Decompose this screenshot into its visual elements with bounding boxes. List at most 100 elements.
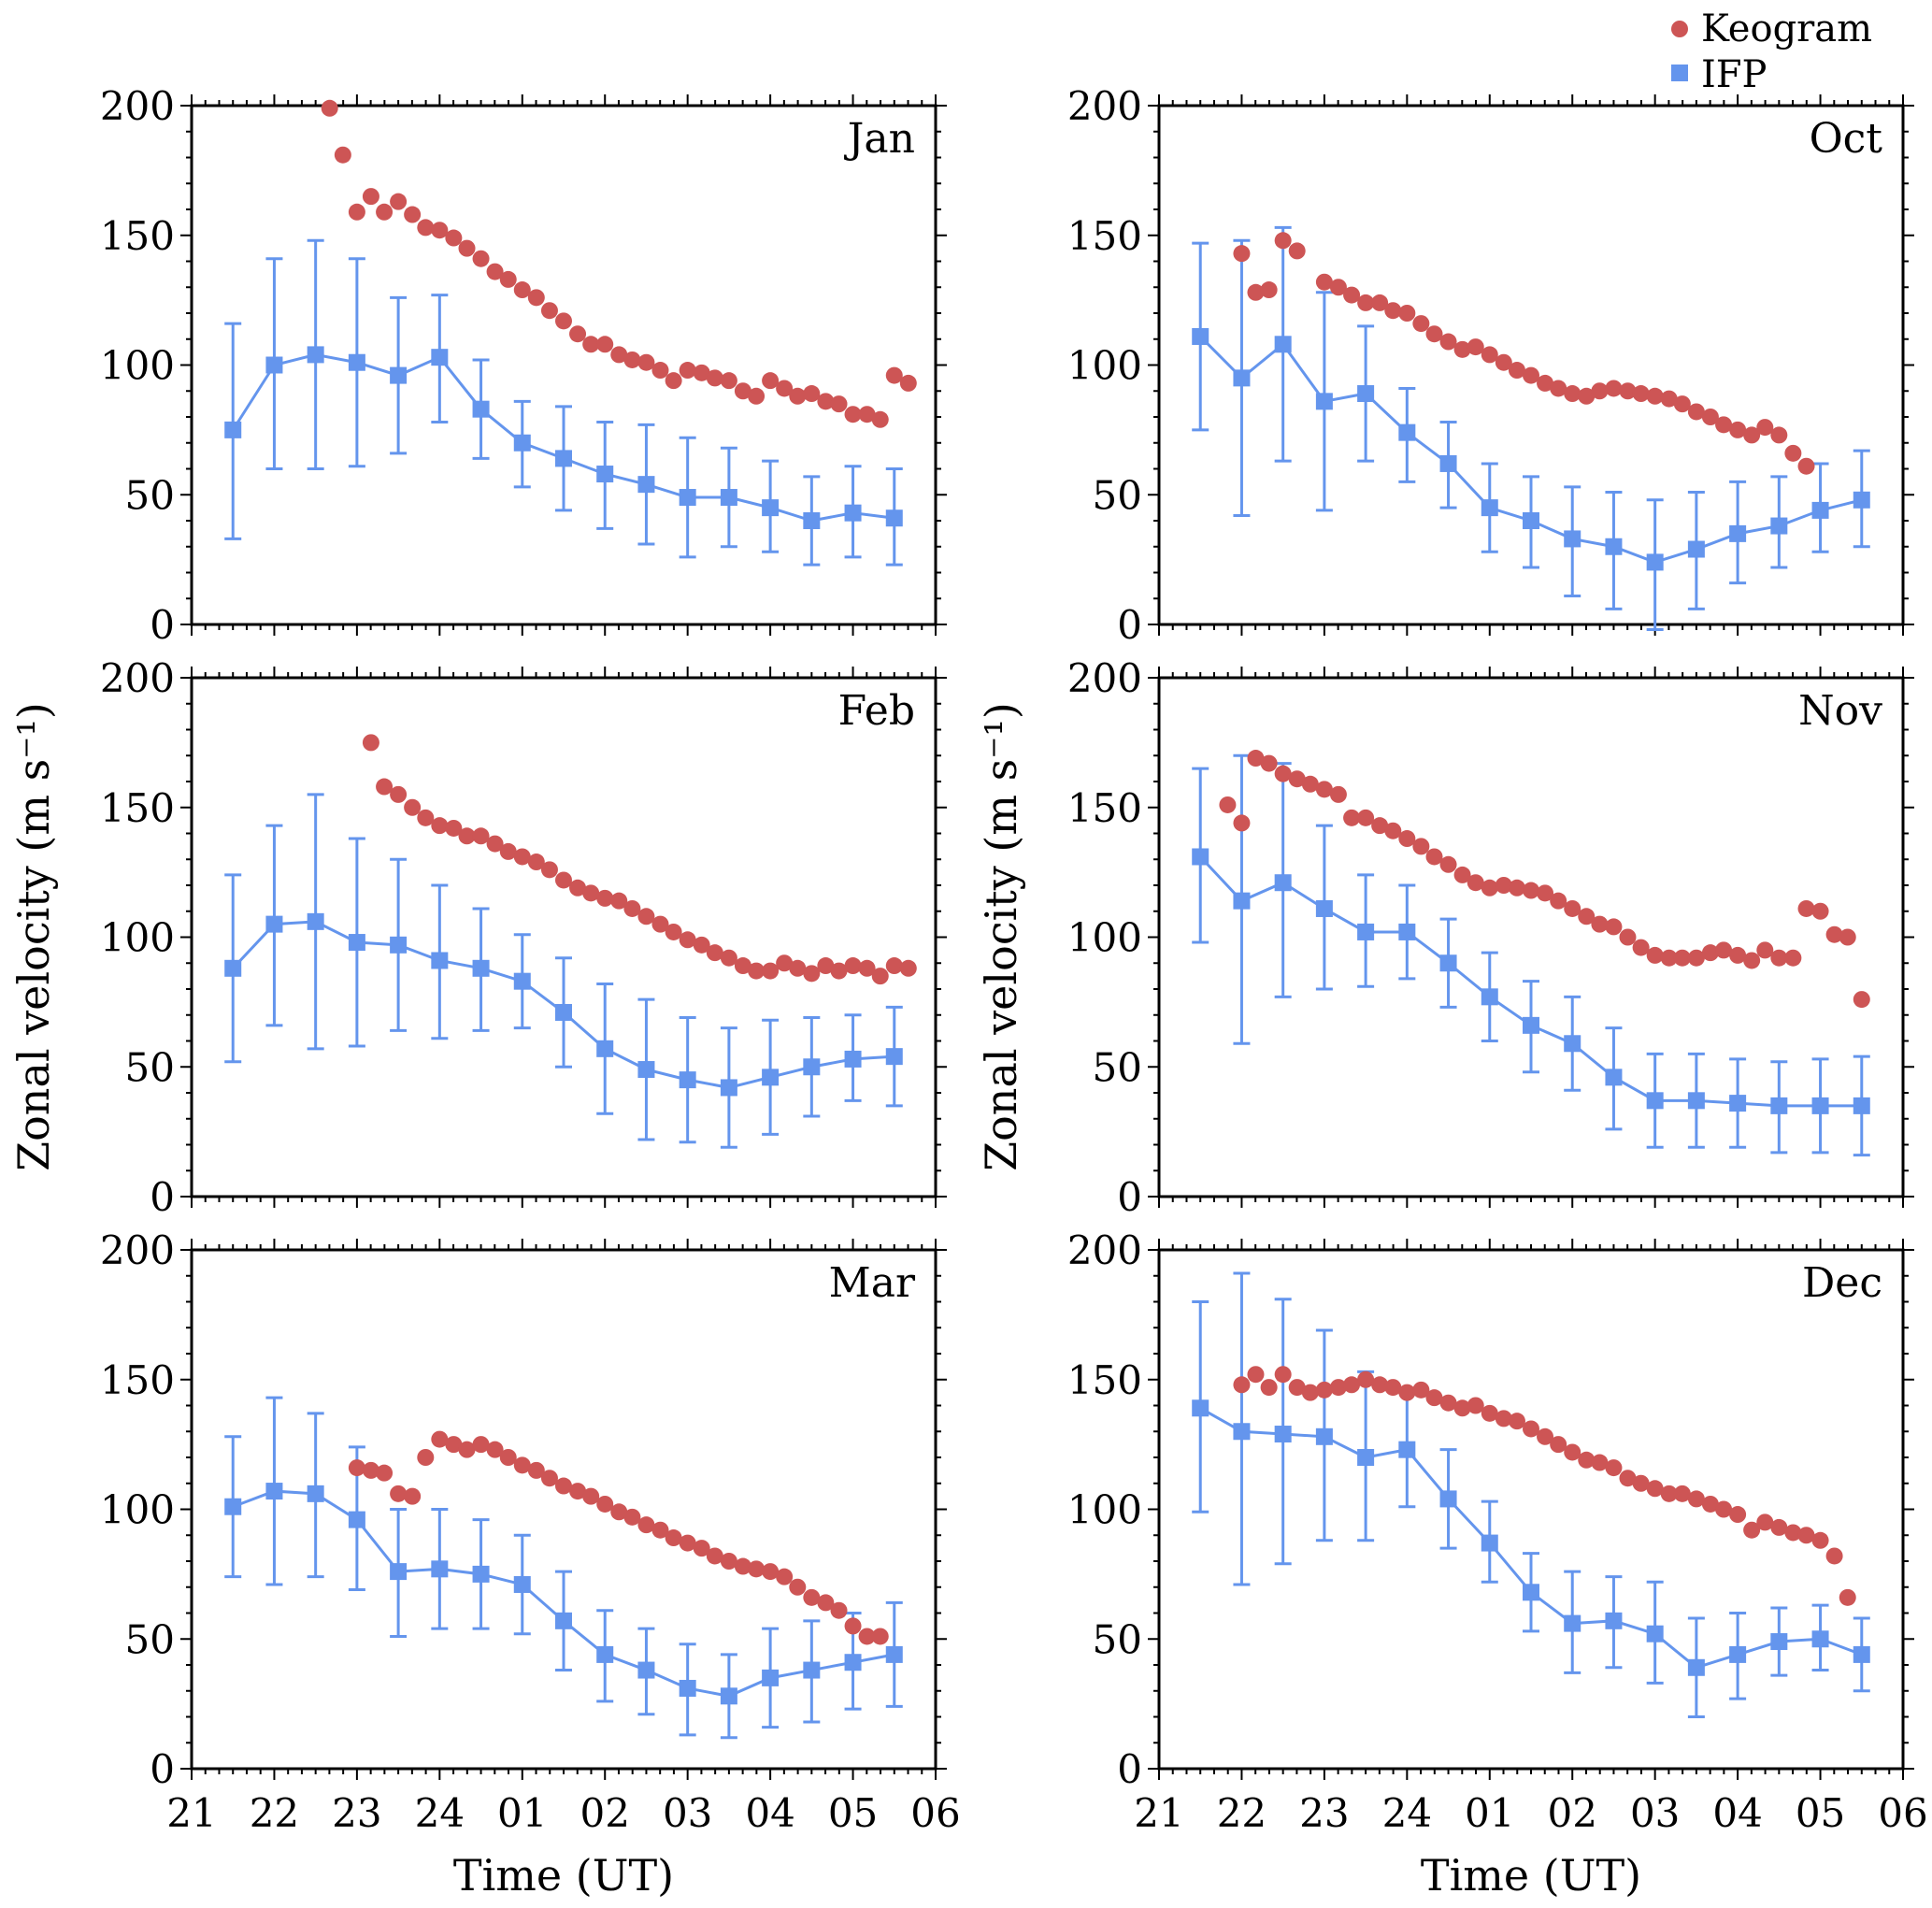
keogram-point [1550, 380, 1567, 397]
ifp-point [472, 959, 490, 977]
keogram-point [734, 1557, 751, 1575]
keogram-point [1453, 340, 1471, 358]
keogram-point [817, 957, 835, 975]
x-tick-label: 02 [580, 1790, 629, 1836]
keogram-point [1247, 1366, 1265, 1384]
legend-label-ifp: IFP [1701, 53, 1767, 96]
keogram-point [610, 346, 628, 364]
keogram-point [1743, 952, 1761, 969]
keogram-point [1508, 362, 1525, 380]
ifp-point [1523, 512, 1539, 529]
keogram-point [858, 406, 876, 423]
ifp-point [637, 1061, 655, 1079]
keogram-point [1784, 949, 1802, 967]
keogram-point [637, 353, 655, 371]
keogram-point [362, 1461, 379, 1479]
x-tick-label: 05 [1796, 1790, 1845, 1836]
keogram-point [1715, 416, 1733, 434]
ifp-point [1853, 1645, 1870, 1663]
ifp-point [1315, 1427, 1333, 1445]
keogram-point [1660, 390, 1678, 408]
keogram-point [623, 351, 641, 368]
keogram-point [1329, 1379, 1347, 1397]
keogram-point [1384, 822, 1402, 839]
keogram-point [1537, 1427, 1554, 1445]
keogram-point [404, 1487, 422, 1505]
keogram-point [1605, 918, 1623, 936]
keogram-point [693, 936, 710, 954]
plot-area [1192, 1271, 1870, 1718]
keogram-point [527, 1461, 545, 1479]
keogram-point [1660, 1485, 1678, 1502]
x-tick-label: 06 [1878, 1790, 1927, 1836]
keogram-point [1481, 346, 1498, 364]
keogram-point [1329, 785, 1347, 803]
ifp-point [679, 489, 696, 507]
keogram-point [1687, 1490, 1705, 1508]
keogram-point [665, 923, 682, 940]
y-tick-label: 200 [100, 83, 175, 129]
y-tick-label: 150 [1067, 213, 1142, 259]
keogram-point [1288, 770, 1306, 788]
ifp-point [390, 366, 408, 384]
ifp-point [1646, 553, 1664, 571]
keogram-point [390, 785, 408, 803]
keogram-point [830, 1601, 848, 1619]
ifp-point [1398, 1441, 1416, 1458]
ifp-point [1192, 1399, 1209, 1417]
keogram-point [679, 362, 696, 380]
keogram-point [1743, 1521, 1761, 1539]
keogram-point [1439, 333, 1457, 351]
y-tick-label: 200 [100, 655, 175, 701]
ifp-point [1687, 540, 1705, 558]
ifp-point [720, 1687, 737, 1705]
y-tick-label: 50 [125, 1616, 175, 1662]
keogram-point [1425, 1389, 1443, 1407]
panel-jan: 0 50 100 150 200 Jan [100, 83, 947, 648]
keogram-point [1495, 1410, 1512, 1427]
keogram-point [1591, 915, 1609, 933]
y-tick-label: 0 [150, 1174, 175, 1220]
ifp-point [555, 1612, 572, 1629]
keogram-point [582, 884, 600, 902]
keogram-point [1508, 879, 1525, 897]
ifp-point [348, 353, 365, 371]
ifp-point [1564, 530, 1581, 548]
keogram-point [1646, 387, 1664, 405]
keogram-point [637, 1516, 655, 1534]
ifp-point [885, 1645, 903, 1663]
keogram-point [1770, 426, 1788, 444]
ifp-point [431, 952, 449, 969]
ifp-point [637, 476, 655, 494]
keogram-point [1673, 395, 1691, 413]
y-tick-label: 50 [125, 472, 175, 518]
ifp-point [1811, 501, 1829, 519]
keogram-point [1687, 403, 1705, 421]
keogram-point [458, 239, 476, 257]
keogram-point [1743, 426, 1761, 444]
keogram-point [555, 1477, 572, 1495]
ifp-point [885, 1048, 903, 1066]
keogram-point [1715, 1500, 1733, 1518]
ifp-point [1687, 1658, 1705, 1676]
keogram-point [1412, 1381, 1430, 1399]
keogram-point [1357, 294, 1375, 311]
keogram-point [1756, 419, 1774, 437]
ifp-point [1439, 1490, 1457, 1508]
ifp-point [596, 1645, 614, 1663]
keogram-point [1632, 385, 1650, 403]
keogram-point [1701, 1495, 1719, 1513]
keogram-point [1495, 877, 1512, 894]
ifp-point [1398, 923, 1416, 940]
keogram-point [1495, 353, 1512, 371]
keogram-point [513, 281, 531, 299]
keogram-point [858, 1628, 876, 1645]
keogram-point [1673, 1485, 1691, 1502]
ifp-point [224, 1498, 242, 1515]
ifp-point [431, 1560, 449, 1578]
keogram-point [817, 1594, 835, 1612]
ifp-point [1523, 1016, 1539, 1034]
ifp-point [1811, 1630, 1829, 1648]
ifp-point [307, 912, 324, 930]
keogram-point [803, 385, 821, 403]
